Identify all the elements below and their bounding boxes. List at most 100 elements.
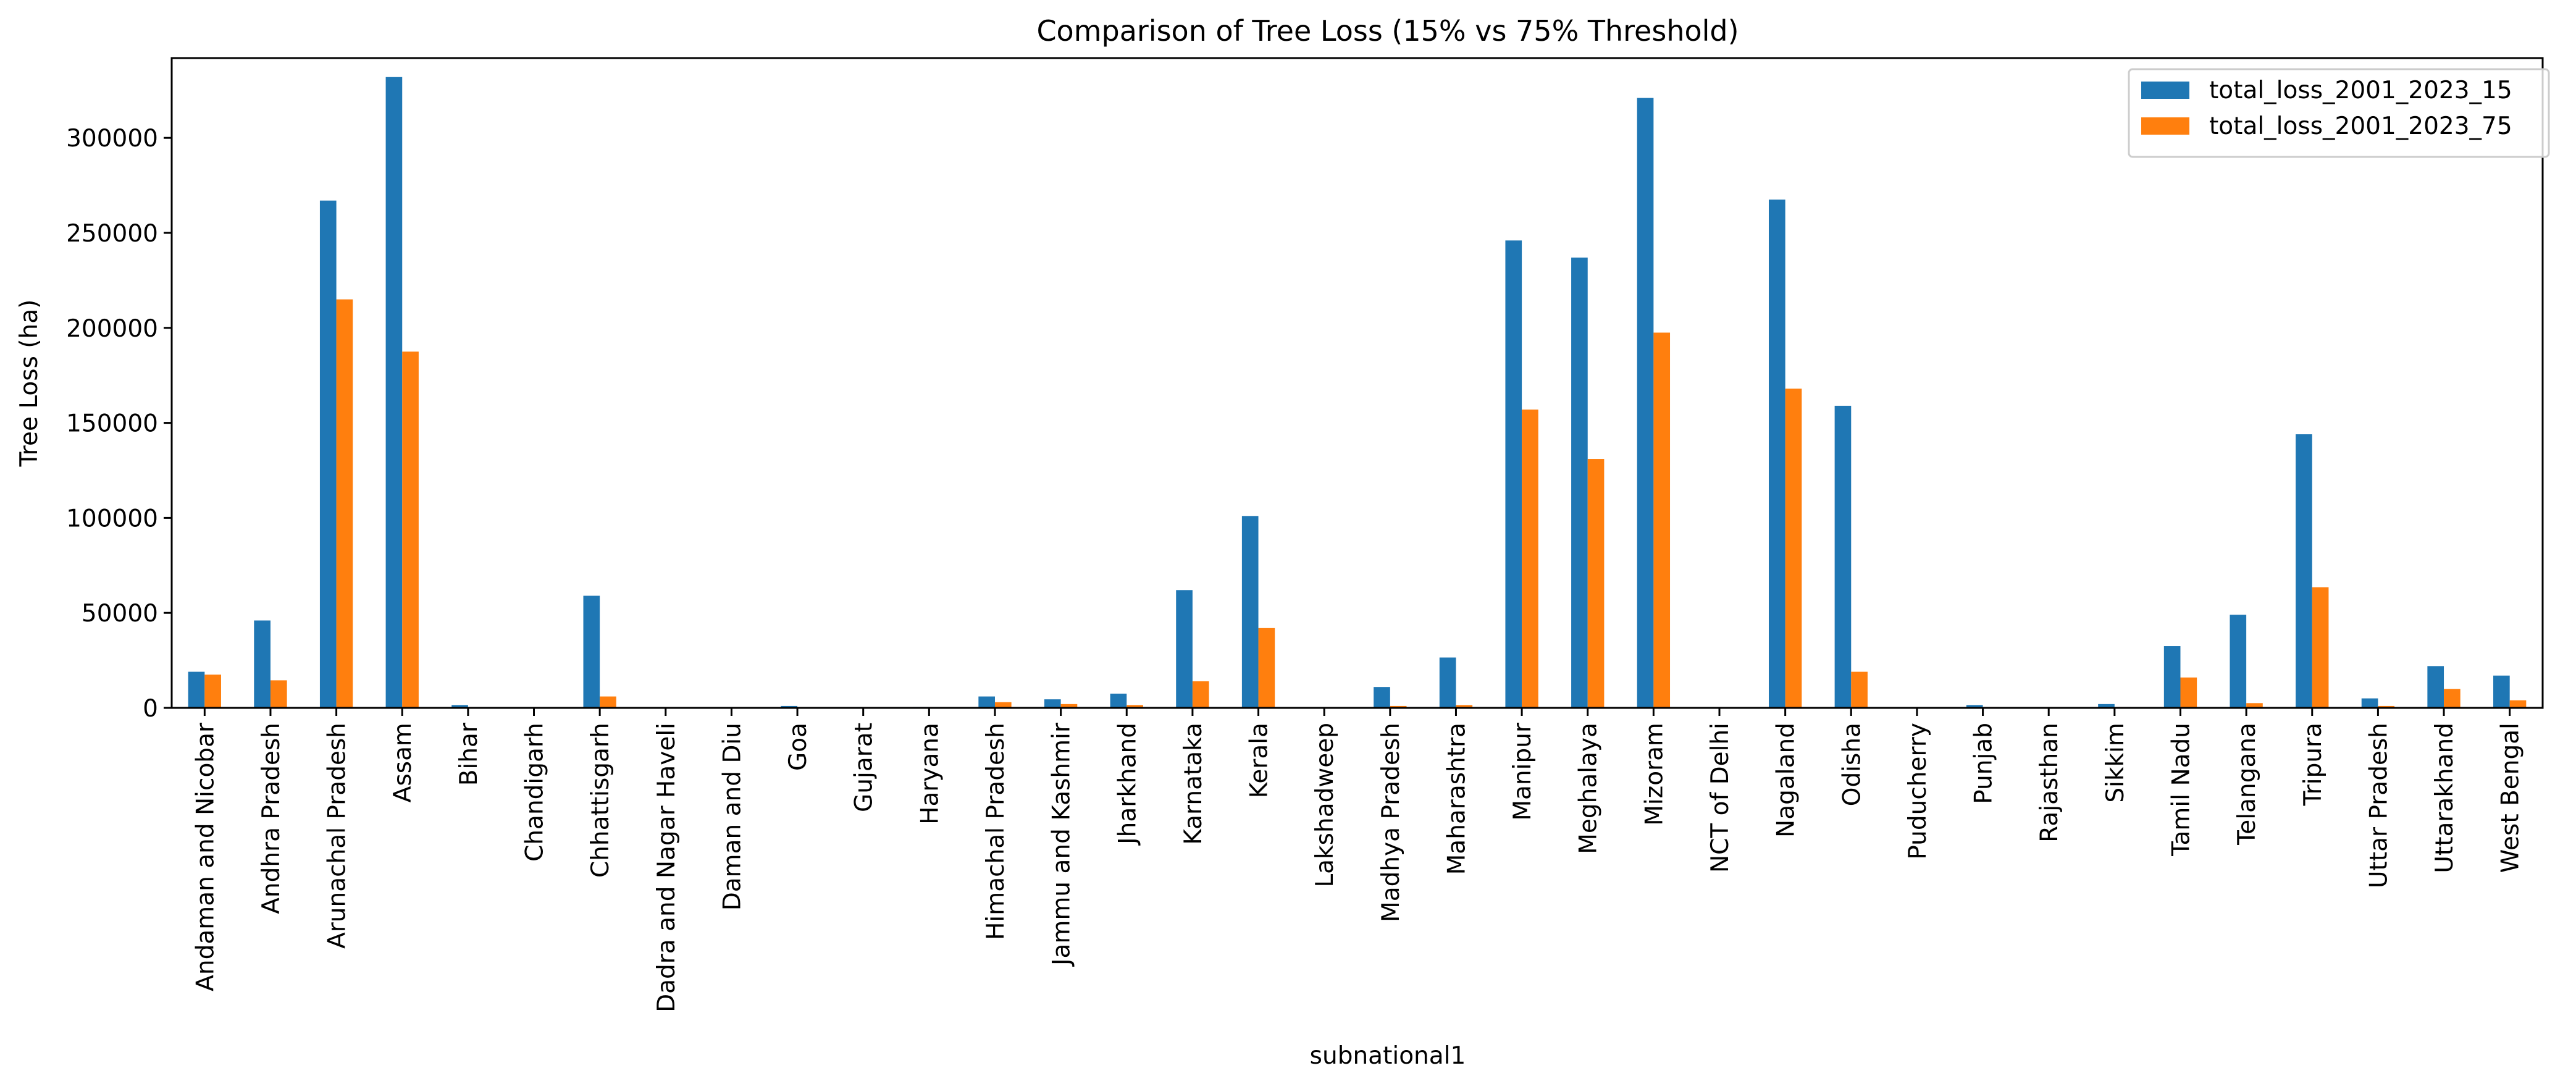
y-tick-label-6: 300000 [66, 125, 158, 153]
x-tick-label-24: Nagaland [1773, 723, 1800, 838]
bar-1-18 [1374, 687, 1390, 708]
bar-2-1 [270, 680, 287, 708]
bar-1-1 [254, 620, 271, 708]
y-tick-label-3: 150000 [66, 410, 158, 438]
bar-2-19 [1456, 705, 1473, 708]
bar-2-35 [2509, 700, 2527, 708]
legend: total_loss_2001_2023_15 total_loss_2001_2… [2128, 68, 2550, 158]
legend-label-1: total_loss_2001_2023_15 [2209, 77, 2512, 104]
y-tick-label-1: 50000 [82, 600, 158, 628]
x-tick-label-16: Kerala [1246, 723, 1273, 798]
bar-2-2 [336, 299, 353, 708]
bar-2-24 [1785, 389, 1802, 708]
bar-2-15 [1192, 681, 1209, 708]
x-tick-label-28: Rajasthan [2036, 723, 2063, 843]
legend-box [2128, 68, 2550, 158]
x-tick-label-3: Assam [389, 723, 417, 802]
bar-1-25 [1834, 405, 1852, 708]
x-tick-label-0: Andaman and Nicobar [191, 722, 219, 991]
bar-1-32 [2296, 434, 2312, 708]
bar-1-4 [451, 705, 468, 708]
x-tick-label-7: Dadra and Nagar Haveli [653, 723, 681, 1012]
bar-1-34 [2427, 666, 2444, 708]
bar-2-18 [1390, 705, 1407, 708]
bar-1-27 [1966, 705, 1983, 708]
bar-1-13 [1044, 699, 1061, 708]
y-tick-label-2: 100000 [66, 505, 158, 532]
x-tick-label-17: Lakshadweep [1311, 723, 1339, 888]
x-ticks-group: Andaman and Nicobar Andhra Pradesh Arunach… [191, 708, 2525, 1012]
bar-1-16 [1241, 516, 1259, 708]
bar-1-19 [1439, 657, 1456, 708]
x-tick-label-22: Mizoram [1640, 723, 1668, 826]
x-tick-label-8: Daman and Diu [718, 723, 746, 910]
bar-2-22 [1653, 332, 1671, 708]
bar-1-22 [1637, 98, 1654, 708]
bar-1-33 [2361, 698, 2378, 708]
bar-1-21 [1571, 257, 1588, 708]
bar-1-29 [2098, 704, 2115, 708]
bar-1-9 [781, 705, 798, 708]
x-tick-label-35: West Bengal [2497, 723, 2525, 873]
bar-2-21 [1587, 459, 1605, 708]
bar-2-16 [1258, 628, 1275, 708]
x-tick-label-2: Arunachal Pradesh [324, 723, 351, 949]
bar-2-30 [2180, 677, 2197, 708]
x-tick-label-23: NCT of Delhi [1706, 723, 1734, 873]
x-tick-label-20: Manipur [1509, 722, 1537, 821]
bar-2-12 [994, 702, 1012, 708]
bar-1-6 [583, 595, 600, 708]
x-tick-label-21: Meghalaya [1575, 723, 1603, 854]
x-tick-label-9: Goa [784, 723, 812, 771]
bars-group [188, 77, 2527, 708]
bar-1-0 [188, 671, 205, 708]
bar-1-15 [1176, 590, 1193, 708]
x-tick-label-11: Haryana [916, 723, 944, 825]
x-tick-label-34: Uttarakhand [2431, 723, 2459, 873]
x-tick-label-32: Tripura [2299, 723, 2327, 806]
chart-title: Comparison of Tree Loss (15% vs 75% Thre… [1036, 14, 1739, 48]
bar-2-31 [2246, 703, 2263, 708]
x-tick-label-19: Maharashtra [1443, 723, 1471, 875]
bar-1-31 [2230, 615, 2247, 708]
bar-2-32 [2312, 587, 2329, 708]
bar-2-13 [1060, 704, 1078, 708]
x-tick-label-4: Bihar [455, 722, 483, 786]
y-tick-label-0: 0 [143, 695, 158, 723]
x-tick-label-31: Telangana [2233, 723, 2261, 846]
x-tick-label-30: Tamil Nadu [2167, 723, 2195, 857]
x-tick-label-29: Sikkim [2102, 723, 2129, 803]
x-tick-label-14: Jharkhand [1114, 723, 1141, 846]
bar-1-20 [1505, 240, 1522, 708]
bar-1-3 [385, 77, 403, 708]
legend-label-2: total_loss_2001_2023_75 [2209, 112, 2512, 140]
bar-2-14 [1126, 705, 1143, 708]
bar-1-14 [1110, 693, 1127, 708]
bar-2-34 [2444, 689, 2461, 708]
plot-frame [170, 57, 2544, 709]
x-tick-label-26: Puducherry [1904, 723, 1932, 860]
bar-2-6 [600, 696, 616, 708]
x-tick-label-6: Chhattisgarh [587, 723, 615, 878]
bar-2-20 [1522, 410, 1538, 708]
y-tick-label-5: 250000 [66, 220, 158, 248]
bar-1-35 [2493, 675, 2510, 708]
x-tick-label-5: Chandigarh [521, 723, 549, 862]
x-tick-label-13: Jammu and Kashmir [1048, 722, 1076, 967]
y-ticks-group: 0 50000 100000 150000 200000 250000 300000 [66, 125, 172, 723]
x-axis-label: subnational1 [1310, 1042, 1466, 1070]
x-tick-label-15: Karnataka [1180, 723, 1207, 845]
x-tick-label-18: Madhya Pradesh [1377, 723, 1405, 922]
legend-swatch-1 [2141, 82, 2189, 99]
bar-2-25 [1851, 671, 1868, 708]
y-tick-label-4: 200000 [66, 315, 158, 343]
bar-2-0 [204, 675, 221, 708]
x-tick-label-27: Punjab [1970, 723, 1998, 804]
bar-2-3 [402, 351, 419, 708]
bar-1-24 [1768, 200, 1785, 708]
x-tick-label-10: Gujarat [850, 723, 878, 812]
legend-swatch-2 [2141, 117, 2189, 135]
bar-2-33 [2378, 705, 2395, 708]
